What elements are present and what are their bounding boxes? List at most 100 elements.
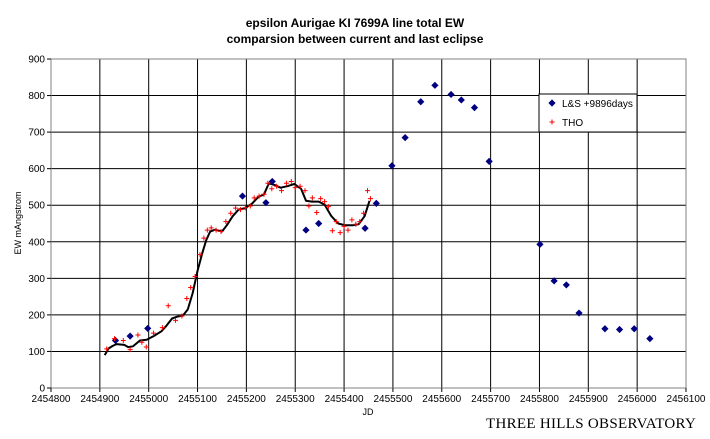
data-point-plus <box>353 221 359 227</box>
x-tick-label: 2454900 <box>80 394 119 405</box>
y-tick-label: 0 <box>39 384 45 395</box>
x-tick-label: 2455000 <box>129 394 168 405</box>
data-point-plus <box>143 344 149 350</box>
data-point-diamond <box>485 157 493 165</box>
x-tick-label: 2455200 <box>227 394 266 405</box>
data-point-plus <box>247 203 253 209</box>
observatory-watermark: THREE HILLS OBSERVATORY <box>486 416 697 432</box>
data-point-diamond <box>550 277 558 285</box>
data-point-plus <box>302 188 308 194</box>
data-point-plus <box>357 219 363 225</box>
data-point-plus <box>208 225 214 231</box>
data-point-diamond <box>388 162 396 170</box>
x-tick-label: 2455900 <box>569 394 608 405</box>
x-tick-label: 2455400 <box>325 394 364 405</box>
y-tick-label: 900 <box>28 55 45 66</box>
y-tick-label: 100 <box>28 347 45 358</box>
data-points <box>104 81 654 353</box>
data-point-plus <box>213 227 219 233</box>
data-point-plus <box>233 205 239 211</box>
data-point-plus <box>274 183 280 189</box>
x-axis-label: JD <box>363 407 375 417</box>
data-point-diamond <box>268 177 276 186</box>
data-point-diamond <box>417 98 425 106</box>
data-point-plus <box>192 274 198 280</box>
data-point-diamond <box>562 281 570 289</box>
data-point-diamond <box>361 224 369 232</box>
x-tick-label: 2455800 <box>520 394 559 405</box>
data-point-plus <box>306 203 312 209</box>
legend-box <box>538 93 638 133</box>
data-point-plus <box>265 180 271 186</box>
data-point-plus <box>288 178 294 184</box>
data-point-plus <box>139 339 145 345</box>
data-point-plus <box>322 199 328 205</box>
data-point-plus <box>256 193 262 199</box>
data-point-plus <box>188 284 194 290</box>
y-tick-label: 700 <box>28 128 45 139</box>
data-point-plus <box>345 227 351 233</box>
y-tick-label: 800 <box>28 91 45 102</box>
data-point-diamond <box>126 332 134 340</box>
data-point-diamond <box>630 325 638 333</box>
data-point-plus <box>223 219 229 225</box>
x-tick-label: 2456100 <box>667 394 706 405</box>
data-point-plus <box>112 336 117 342</box>
data-point-diamond <box>575 309 583 317</box>
data-point-plus <box>314 210 320 216</box>
x-tick-label: 2455500 <box>373 394 412 405</box>
data-point-plus <box>261 191 267 197</box>
data-point-plus <box>120 337 126 343</box>
y-tick-label: 500 <box>28 201 45 212</box>
data-point-plus <box>204 227 210 233</box>
data-point-plus <box>151 330 157 336</box>
data-point-diamond <box>470 104 479 112</box>
legend-marker-plus <box>549 119 555 125</box>
data-point-plus <box>333 219 339 225</box>
data-point-diamond <box>615 325 624 334</box>
data-point-diamond <box>447 90 455 99</box>
y-tick-label: 600 <box>28 164 45 175</box>
data-point-diamond <box>302 226 310 234</box>
data-point-diamond <box>646 335 654 343</box>
data-point-plus <box>337 230 343 236</box>
data-point-diamond <box>372 199 380 207</box>
data-point-diamond <box>111 336 120 345</box>
data-point-diamond <box>431 81 439 89</box>
y-tick-label: 400 <box>28 237 45 248</box>
axes: 2454800 2454900 2455000 2455100 2455200 24553… <box>28 55 706 406</box>
chart-title: epsilon Aurigae KI 7699A line total EW <box>246 16 465 30</box>
x-tick-label: 2455300 <box>276 394 315 405</box>
data-point-diamond <box>536 240 544 248</box>
line-series-path <box>103 182 371 356</box>
data-point-plus <box>251 195 257 201</box>
data-point-plus <box>297 183 303 189</box>
data-point-plus <box>325 204 331 210</box>
data-point-plus <box>197 252 203 258</box>
data-point-plus <box>104 346 110 352</box>
data-point-plus <box>165 303 171 309</box>
x-tick-label: 2455700 <box>471 394 510 405</box>
data-point-plus <box>365 188 371 194</box>
legend-label-ls: L&S +9896days <box>562 99 633 110</box>
data-point-plus <box>318 196 324 202</box>
data-point-diamond <box>315 219 323 228</box>
data-point-plus <box>341 223 347 229</box>
data-point-plus <box>173 317 179 323</box>
data-point-diamond <box>457 96 465 104</box>
data-point-plus <box>179 313 185 319</box>
line-series <box>103 182 371 356</box>
data-point-diamond <box>238 192 247 200</box>
plot-area <box>50 58 687 389</box>
data-point-plus <box>228 210 234 216</box>
x-tick-label: 2455600 <box>422 394 461 405</box>
data-point-diamond <box>601 325 609 333</box>
x-tick-label: 2454800 <box>32 394 71 405</box>
data-point-diamond <box>262 199 270 207</box>
data-point-plus <box>279 188 285 194</box>
series-ls <box>111 81 654 345</box>
plus-icon <box>549 119 555 125</box>
data-point-plus <box>201 235 207 241</box>
data-point-plus <box>218 229 224 235</box>
